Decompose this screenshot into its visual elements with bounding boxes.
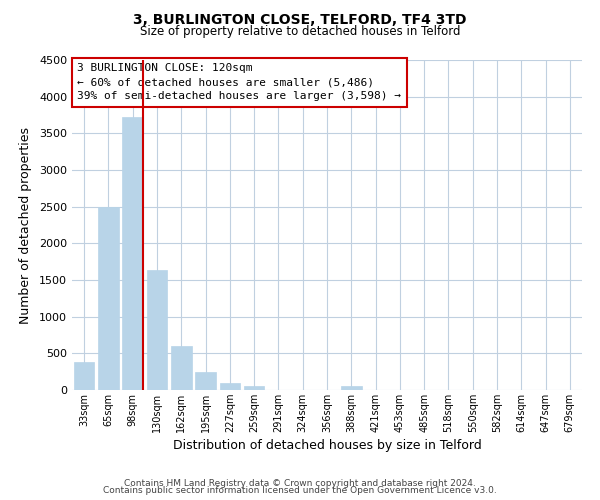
Bar [74, 362, 94, 390]
Text: 3, BURLINGTON CLOSE, TELFORD, TF4 3TD: 3, BURLINGTON CLOSE, TELFORD, TF4 3TD [133, 12, 467, 26]
Bar [244, 386, 265, 390]
X-axis label: Distribution of detached houses by size in Telford: Distribution of detached houses by size … [173, 439, 481, 452]
Bar [98, 206, 119, 390]
Bar [220, 382, 240, 390]
Text: Contains HM Land Registry data © Crown copyright and database right 2024.: Contains HM Land Registry data © Crown c… [124, 478, 476, 488]
Bar [171, 346, 191, 390]
Text: 3 BURLINGTON CLOSE: 120sqm
← 60% of detached houses are smaller (5,486)
39% of s: 3 BURLINGTON CLOSE: 120sqm ← 60% of deta… [77, 64, 401, 102]
Bar [146, 270, 167, 390]
Bar [341, 386, 362, 390]
Text: Size of property relative to detached houses in Telford: Size of property relative to detached ho… [140, 25, 460, 38]
Y-axis label: Number of detached properties: Number of detached properties [19, 126, 32, 324]
Bar [195, 372, 216, 390]
Text: Contains public sector information licensed under the Open Government Licence v3: Contains public sector information licen… [103, 486, 497, 495]
Bar [122, 117, 143, 390]
